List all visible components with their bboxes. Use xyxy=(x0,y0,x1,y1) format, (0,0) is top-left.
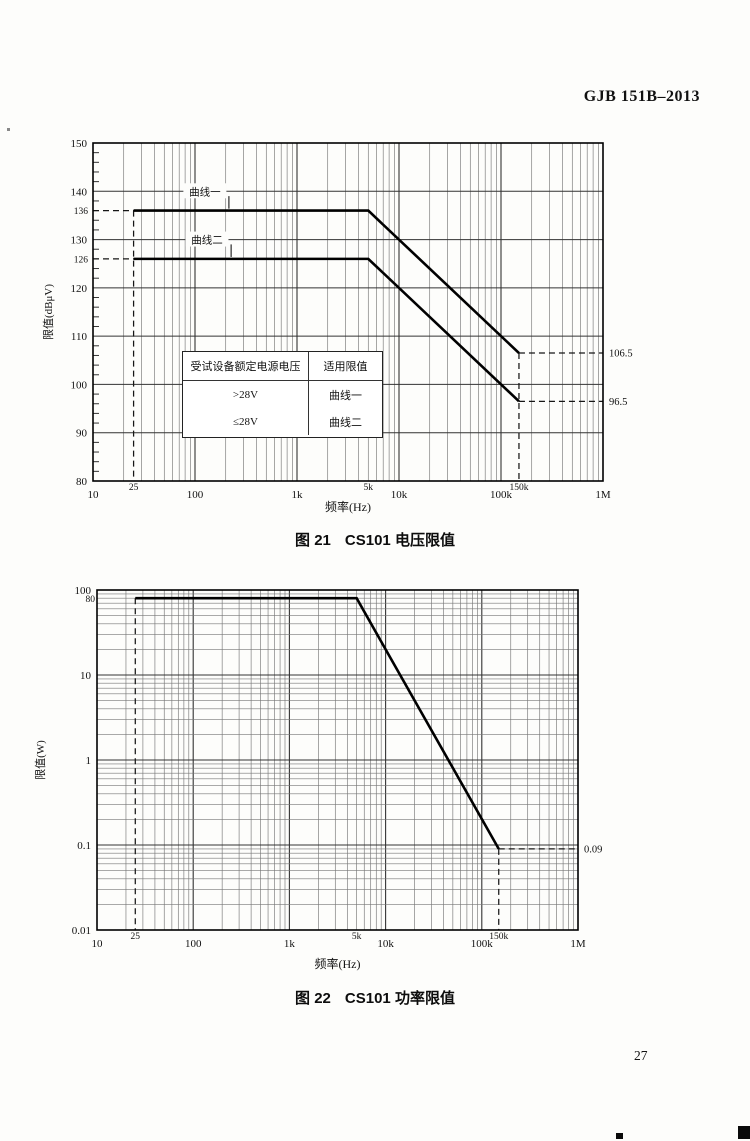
svg-text:100: 100 xyxy=(71,379,88,391)
figure-22-caption: 图 22 CS101 功率限值 xyxy=(0,987,750,1008)
figure-21-caption: 图 21 CS101 电压限值 xyxy=(0,529,750,550)
svg-text:10k: 10k xyxy=(377,938,394,950)
svg-text:100k: 100k xyxy=(490,489,513,501)
table-header-voltage: 受试设备额定电源电压 xyxy=(183,352,309,381)
svg-text:10: 10 xyxy=(92,938,104,950)
figure-21-label: 图 21 xyxy=(295,532,331,549)
table-cell-voltage: >28V xyxy=(183,381,309,408)
table-cell-limit: 曲线一 xyxy=(329,389,362,402)
svg-text:130: 130 xyxy=(71,235,88,247)
svg-text:96.5: 96.5 xyxy=(609,397,627,408)
svg-text:0.09: 0.09 xyxy=(584,844,602,855)
applicable-limit-table: 受试设备额定电源电压 适用限值 >28V 曲线一 ≤28V 曲线二 xyxy=(182,351,383,438)
svg-text:80: 80 xyxy=(86,595,96,605)
svg-text:150k: 150k xyxy=(489,932,508,942)
limit-curve xyxy=(135,596,500,850)
scan-artifact xyxy=(7,128,10,131)
standard-number: GJB 151B–2013 xyxy=(583,88,700,105)
table-cell-limit: 曲线二 xyxy=(329,416,362,429)
svg-text:限值(dBμV): 限值(dBμV) xyxy=(42,284,55,340)
svg-text:0.1: 0.1 xyxy=(77,840,91,852)
svg-text:1M: 1M xyxy=(570,938,586,950)
limit-curve xyxy=(133,209,520,354)
figure-22-label: 图 22 xyxy=(295,990,331,1007)
svg-text:140: 140 xyxy=(71,186,88,198)
figure-21-title: CS101 电压限值 xyxy=(344,532,455,549)
svg-text:106.5: 106.5 xyxy=(609,349,633,360)
svg-text:1k: 1k xyxy=(284,938,296,950)
svg-text:0.01: 0.01 xyxy=(72,925,91,937)
svg-text:25: 25 xyxy=(131,932,141,942)
svg-text:25: 25 xyxy=(129,483,139,493)
svg-text:110: 110 xyxy=(71,331,88,343)
svg-text:1: 1 xyxy=(86,755,92,767)
svg-text:100: 100 xyxy=(75,585,92,597)
svg-text:136: 136 xyxy=(74,207,89,217)
svg-text:1M: 1M xyxy=(595,489,611,501)
svg-text:曲线一: 曲线一 xyxy=(189,185,221,198)
svg-text:频率(Hz): 频率(Hz) xyxy=(315,956,361,971)
svg-text:150k: 150k xyxy=(509,483,528,493)
svg-text:限值(W): 限值(W) xyxy=(34,740,47,780)
table-cell-voltage: ≤28V xyxy=(183,408,309,435)
svg-text:5k: 5k xyxy=(352,932,362,942)
svg-text:10: 10 xyxy=(88,489,100,501)
svg-text:150: 150 xyxy=(71,138,88,150)
svg-text:频率(Hz): 频率(Hz) xyxy=(325,499,371,514)
table-header-limit: 适用限值 xyxy=(309,352,382,381)
limit-curve xyxy=(133,257,520,403)
scan-artifact xyxy=(616,1133,623,1139)
svg-text:1k: 1k xyxy=(292,489,304,501)
scan-artifact xyxy=(738,1126,750,1139)
svg-text:80: 80 xyxy=(76,476,88,488)
svg-text:5k: 5k xyxy=(364,483,374,493)
svg-text:90: 90 xyxy=(76,428,88,440)
svg-text:126: 126 xyxy=(74,255,89,265)
page-number: 27 xyxy=(634,1048,648,1063)
svg-text:10: 10 xyxy=(80,670,92,682)
svg-text:10k: 10k xyxy=(391,489,408,501)
svg-text:100: 100 xyxy=(185,938,202,950)
svg-text:100k: 100k xyxy=(471,938,494,950)
svg-text:曲线二: 曲线二 xyxy=(191,234,223,247)
svg-text:120: 120 xyxy=(71,283,88,295)
svg-text:100: 100 xyxy=(187,489,204,501)
figure-22-title: CS101 功率限值 xyxy=(344,990,455,1007)
